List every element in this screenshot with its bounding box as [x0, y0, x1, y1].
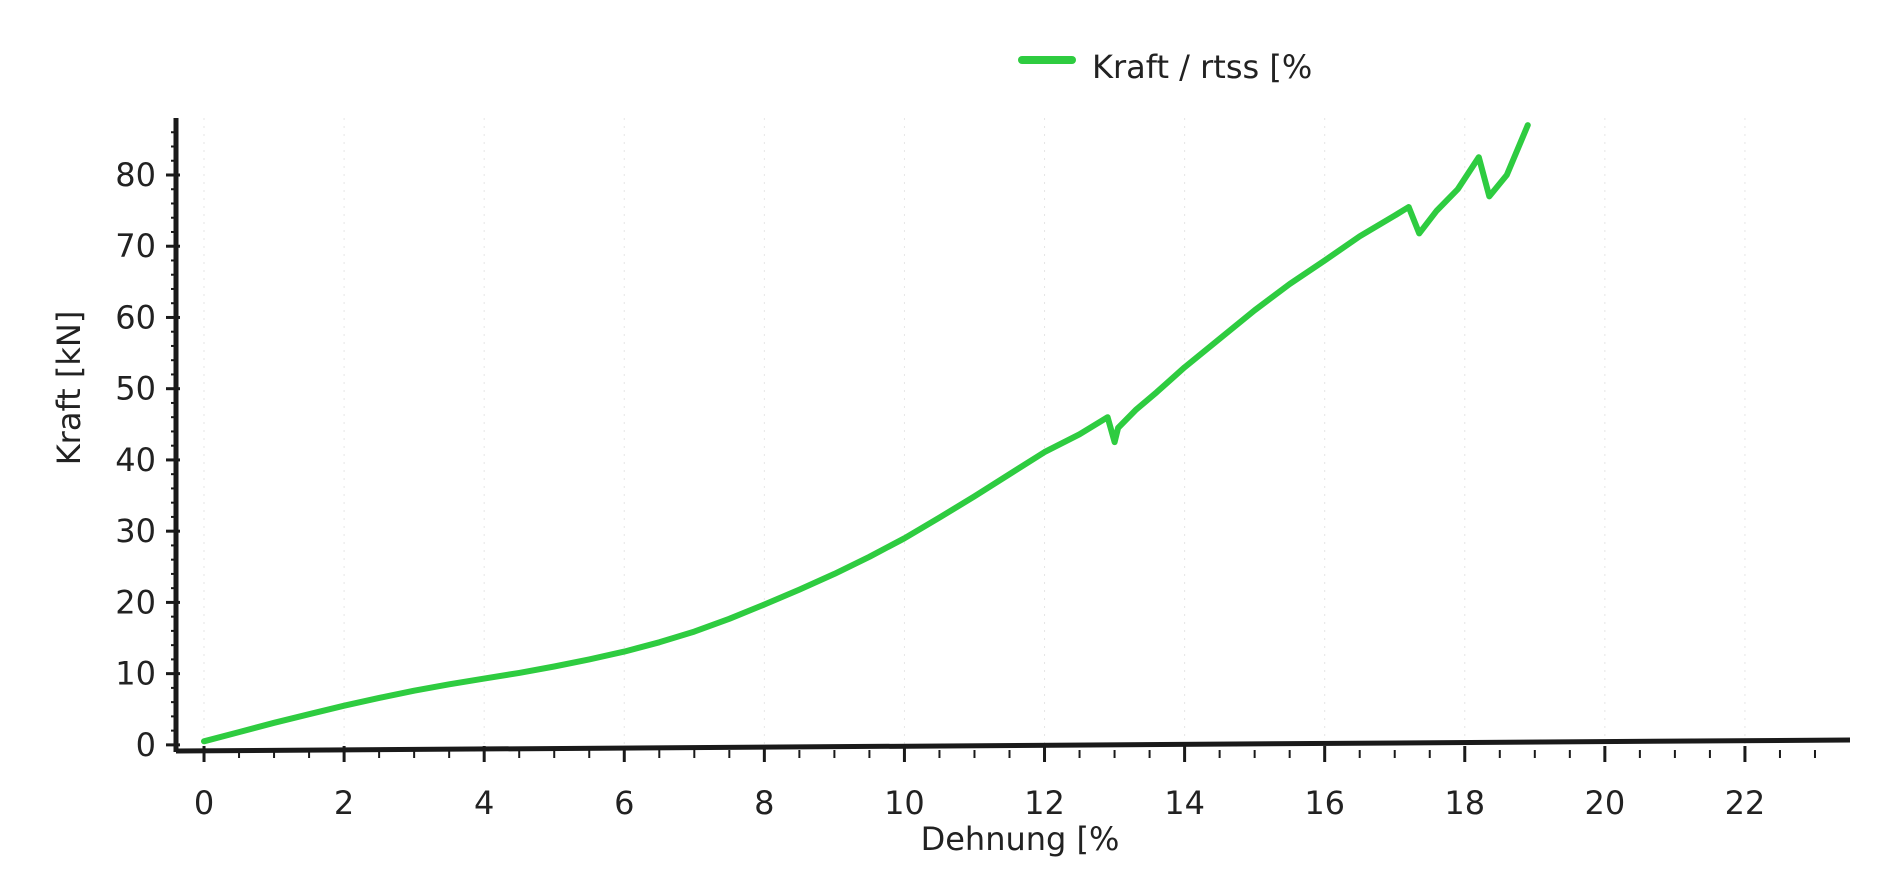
y-tick-label: 60 — [115, 298, 156, 336]
x-tick-label: 6 — [614, 784, 634, 822]
x-tick-label: 8 — [754, 784, 774, 822]
axes — [173, 118, 1851, 754]
y-axis-title: Kraft [kN] — [50, 311, 88, 466]
y-tick-label: 30 — [115, 512, 156, 550]
x-tick-label: 20 — [1584, 784, 1625, 822]
series-line — [201, 122, 1531, 745]
grid — [203, 118, 1746, 752]
x-axis-title: Dehnung [% — [921, 820, 1120, 858]
x-axis — [175, 737, 1851, 754]
y-tick-label: 40 — [115, 441, 156, 479]
legend: Kraft / rtss [% — [1018, 48, 1312, 86]
y-tick-label: 0 — [136, 726, 156, 764]
x-tick-label: 22 — [1725, 784, 1766, 822]
y-tick-label: 20 — [115, 583, 156, 621]
y-tick-label: 80 — [115, 156, 156, 194]
x-tick-label: 16 — [1304, 784, 1345, 822]
x-tick-label: 18 — [1444, 784, 1485, 822]
series-layer — [201, 122, 1531, 745]
x-tick-label: 4 — [474, 784, 494, 822]
y-tick-label: 50 — [115, 370, 156, 408]
x-tick-label: 10 — [884, 784, 925, 822]
y-tick-label: 10 — [115, 655, 156, 693]
legend-label: Kraft / rtss [% — [1092, 48, 1312, 86]
x-tick-label: 12 — [1024, 784, 1065, 822]
y-ticks: 0 10 20 30 40 50 60 70 80 — [115, 131, 180, 764]
x-ticks: 0 2 4 6 8 10 12 14 16 18 20 22 — [194, 746, 1816, 822]
x-tick-label: 14 — [1164, 784, 1205, 822]
x-tick-label: 2 — [334, 784, 354, 822]
x-tick-label: 0 — [194, 784, 214, 822]
y-tick-label: 70 — [115, 227, 156, 265]
